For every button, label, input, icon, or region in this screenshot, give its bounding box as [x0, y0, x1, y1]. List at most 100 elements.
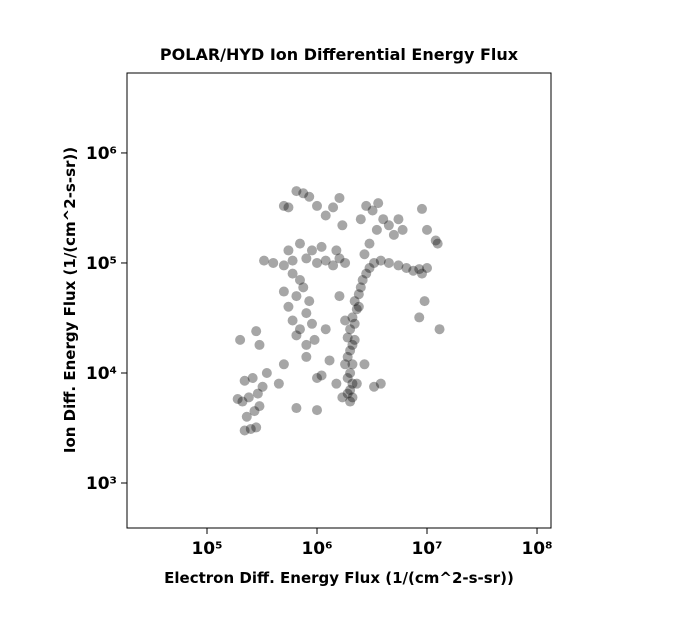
point: [304, 191, 315, 202]
point: [414, 264, 425, 275]
point: [334, 291, 345, 302]
x-tick-label: 10⁸: [521, 539, 552, 559]
point: [342, 388, 353, 399]
point: [283, 301, 294, 312]
point: [408, 265, 419, 276]
point: [316, 370, 327, 381]
point: [320, 255, 331, 266]
point: [349, 334, 360, 345]
point: [397, 224, 408, 235]
point: [283, 245, 294, 256]
point: [361, 200, 372, 211]
point: [254, 401, 265, 412]
point: [340, 257, 351, 268]
point: [328, 202, 339, 213]
point: [239, 375, 250, 386]
point: [378, 214, 389, 225]
x-tick-label: 10⁵: [191, 539, 222, 559]
point: [393, 214, 404, 225]
point: [252, 388, 263, 399]
point: [347, 392, 358, 403]
point: [383, 257, 394, 268]
point: [342, 351, 353, 362]
point: [369, 381, 380, 392]
point: [251, 422, 262, 433]
point: [419, 296, 430, 307]
point: [301, 253, 312, 264]
point: [359, 359, 370, 370]
point: [328, 260, 339, 271]
x-tick-label: 10⁷: [411, 539, 442, 559]
point: [301, 308, 312, 319]
point: [364, 263, 375, 274]
point: [364, 238, 375, 249]
point: [324, 355, 335, 366]
point: [232, 394, 243, 405]
point: [355, 214, 366, 225]
point: [294, 238, 305, 249]
point: [337, 392, 348, 403]
point: [371, 224, 382, 235]
point: [257, 381, 268, 392]
point: [347, 359, 358, 370]
point: [291, 291, 302, 302]
point: [342, 373, 353, 384]
point: [294, 275, 305, 286]
point: [340, 359, 351, 370]
point: [416, 268, 427, 279]
point: [298, 188, 309, 199]
x-tick-label: 10⁶: [301, 539, 332, 559]
point: [278, 200, 289, 211]
point: [320, 210, 331, 221]
plot-frame: [126, 72, 552, 529]
point: [278, 359, 289, 370]
point: [347, 312, 358, 323]
point: [422, 263, 433, 274]
point: [312, 257, 323, 268]
point: [340, 315, 351, 326]
point: [268, 257, 279, 268]
points: [232, 186, 445, 436]
point: [298, 282, 309, 293]
point: [245, 423, 256, 434]
point: [235, 334, 246, 345]
point: [349, 296, 360, 307]
point: [273, 378, 284, 389]
point: [331, 378, 342, 389]
point: [349, 318, 360, 329]
point: [249, 406, 260, 417]
point: [345, 396, 356, 407]
point: [283, 202, 294, 213]
point: [355, 282, 366, 293]
point: [351, 378, 362, 389]
point: [239, 425, 250, 436]
point: [241, 411, 252, 422]
point: [306, 245, 317, 256]
point: [353, 289, 364, 300]
x-axis-label: Electron Diff. Energy Flux (1/(cm^2-s-sr…: [164, 569, 514, 587]
point: [251, 326, 262, 337]
point: [334, 192, 345, 203]
point: [312, 373, 323, 384]
point: [278, 286, 289, 297]
point: [301, 339, 312, 350]
point: [261, 367, 272, 378]
point: [430, 235, 441, 246]
point: [367, 205, 378, 216]
point: [306, 318, 317, 329]
point: [383, 220, 394, 231]
point: [373, 198, 384, 209]
point: [345, 345, 356, 356]
point: [278, 260, 289, 271]
point: [357, 275, 368, 286]
point: [388, 229, 399, 240]
point: [345, 385, 356, 396]
point: [375, 378, 386, 389]
point: [347, 378, 358, 389]
point: [345, 324, 356, 335]
point: [353, 301, 364, 312]
point: [254, 339, 265, 350]
point: [359, 249, 370, 260]
point: [312, 405, 323, 416]
